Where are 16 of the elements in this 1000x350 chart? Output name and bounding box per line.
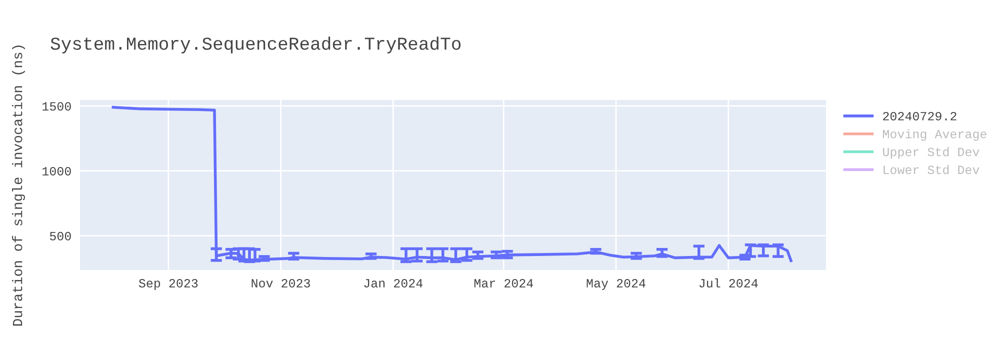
line-series xyxy=(112,106,792,262)
x-tick-label: Jan 2024 xyxy=(364,279,423,288)
y-tick-label: 1500 xyxy=(42,102,71,111)
chart-title: System.Memory.SequenceReader.TryReadTo xyxy=(50,36,461,54)
y-axis-title: Duration of single invocation (ns) xyxy=(12,46,25,326)
y-tick-label: 1000 xyxy=(42,167,71,176)
x-tick-label: Nov 2023 xyxy=(252,279,310,288)
x-tick-label: Mar 2024 xyxy=(474,279,534,288)
legend-label: Lower Std Dev xyxy=(884,164,980,174)
y-tick-label: 500 xyxy=(50,232,71,240)
x-tick-label: May 2024 xyxy=(586,279,646,290)
x-tick-label: Jul 2024 xyxy=(699,278,758,288)
x-tick-label: Sep 2023 xyxy=(138,279,198,290)
legend-label: Moving Average xyxy=(882,129,986,141)
legend-label: 20240729.2 xyxy=(883,112,956,120)
legend-label: Upper Std Dev xyxy=(883,147,980,159)
